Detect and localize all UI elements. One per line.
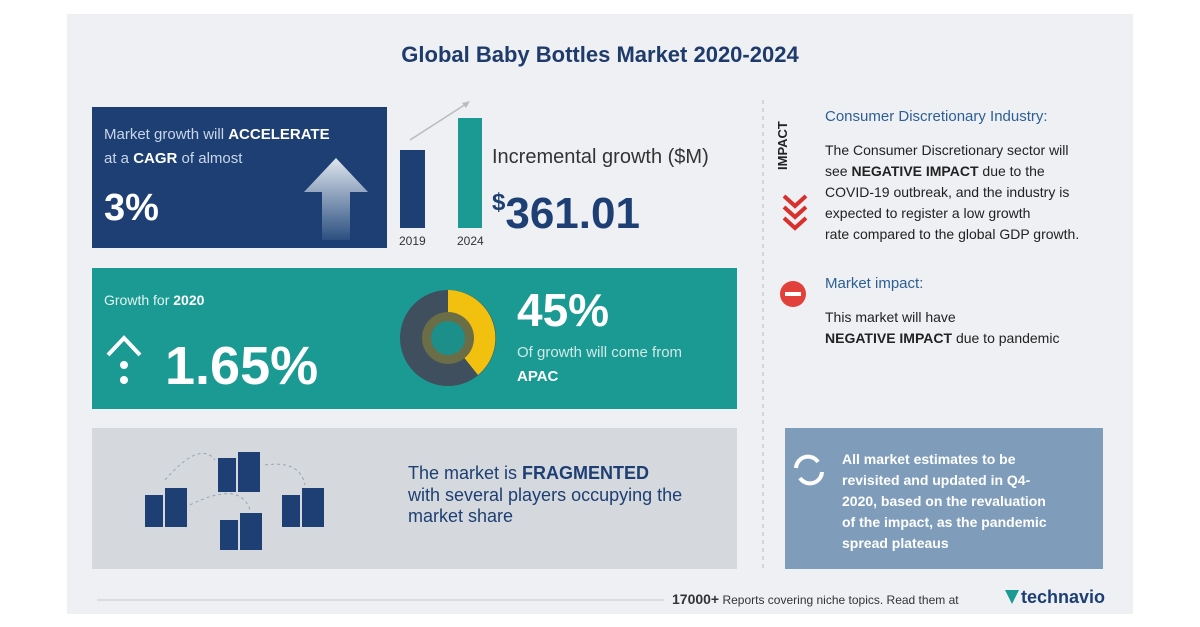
brand: technavio xyxy=(1021,587,1106,607)
vendors-line: The market is FRAGMENTED xyxy=(408,463,649,485)
note-box xyxy=(785,428,1103,569)
icon-dot xyxy=(120,376,128,384)
donut-center xyxy=(431,321,465,355)
logo-mark xyxy=(1005,590,1019,604)
trend-line xyxy=(409,103,467,141)
note-line: of the impact, as the pandemic xyxy=(842,514,1047,530)
count: 17000+ xyxy=(672,591,720,607)
growth-value: 1.65% xyxy=(165,336,319,396)
currency: $ xyxy=(492,189,506,216)
vendors-line: with several players occupying the xyxy=(408,485,683,505)
market-impact-line: This market will have xyxy=(825,309,956,325)
year-label: 2024 xyxy=(457,234,484,248)
incremental-value: $361.01 xyxy=(492,188,640,241)
trend-arrow xyxy=(462,101,470,108)
title: Global Baby Bottles Market 2020-2024 xyxy=(401,42,799,67)
note-line: spread plateaus xyxy=(842,535,949,551)
impact-line: The Consumer Discretionary sector will xyxy=(825,142,1069,158)
region-text: Of growth will come from xyxy=(517,344,683,361)
market-impact-heading: Market impact: xyxy=(825,275,924,292)
bar-2019 xyxy=(400,150,425,228)
vendors-box xyxy=(92,428,737,569)
note-line: All market estimates to be xyxy=(842,451,1016,467)
emphasis: NEGATIVE IMPACT xyxy=(825,330,953,346)
up-arrow xyxy=(304,158,368,240)
impact-heading: Consumer Discretionary Industry: xyxy=(825,108,1048,125)
text: due to pandemic xyxy=(955,330,1060,346)
emphasis: CAGR xyxy=(133,150,178,167)
chevrons xyxy=(782,194,808,231)
impact-line: expected to register a low growth xyxy=(825,205,1031,221)
vendors-line: market share xyxy=(408,506,514,526)
emphasis: NEGATIVE IMPACT xyxy=(851,163,979,179)
emphasis: ACCELERATE xyxy=(228,126,330,143)
impact-line: COVID-19 outbreak, and the industry is xyxy=(825,184,1070,200)
cagr-line: Market growth will ACCELERATE xyxy=(104,126,330,144)
note-line: 2020, based on the revaluation xyxy=(842,493,1046,509)
year: 2020 xyxy=(173,292,205,308)
refresh-icon xyxy=(794,454,824,486)
buildings xyxy=(145,452,324,550)
minus-bar xyxy=(785,292,801,296)
text: of almost xyxy=(181,150,243,167)
text: due to the xyxy=(982,163,1045,179)
growth-icon xyxy=(106,335,142,357)
incremental-label: Incremental growth ($M) xyxy=(492,146,709,168)
cagr-value: 3% xyxy=(104,187,159,229)
text: Growth for xyxy=(104,292,170,308)
text: The market is xyxy=(408,463,518,483)
impact-line: rate compared to the global GDP growth. xyxy=(825,226,1080,242)
value: 361.01 xyxy=(505,189,640,238)
text: at a xyxy=(104,150,130,167)
note-line: revisited and updated in Q4- xyxy=(842,472,1031,488)
growth-label: Growth for 2020 xyxy=(104,292,204,309)
text: Market growth will xyxy=(104,126,225,143)
impact-tag: IMPACT xyxy=(775,121,790,170)
footer-text: 17000+ Reports covering niche topics. Re… xyxy=(672,591,959,608)
cagr-line: at a CAGR of almost xyxy=(104,150,242,168)
emphasis: FRAGMENTED xyxy=(522,463,650,483)
icon-dot xyxy=(120,361,128,369)
market-impact-line: NEGATIVE IMPACT due to pandemic xyxy=(825,330,1059,347)
region-share: 45% xyxy=(517,284,610,336)
region-name: APAC xyxy=(517,368,559,385)
text: Reports covering niche topics. Read them… xyxy=(722,593,959,607)
bar-2024 xyxy=(458,118,482,228)
text: see xyxy=(825,163,848,179)
year-label: 2019 xyxy=(399,234,426,248)
impact-line: see NEGATIVE IMPACT due to the xyxy=(825,163,1045,180)
